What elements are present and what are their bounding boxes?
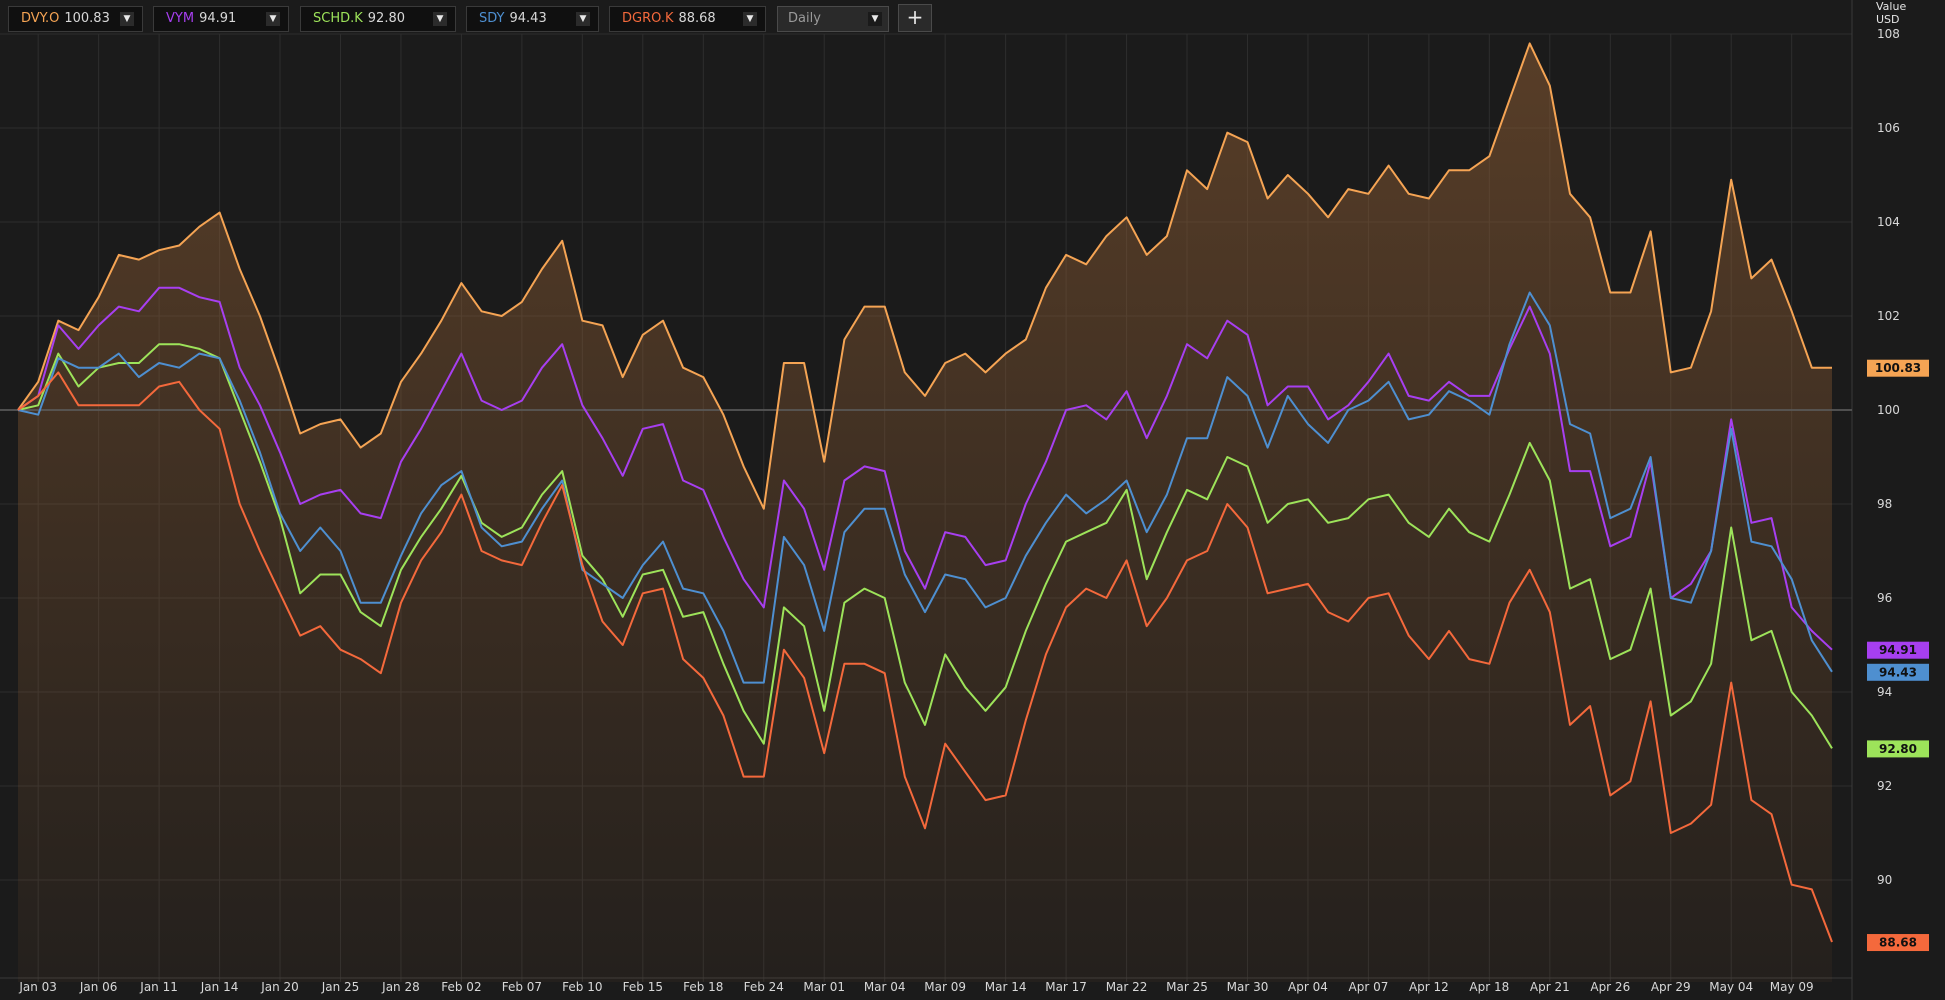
x-tick-label: Feb 10 — [562, 980, 602, 994]
last-value-label: 94.91 — [1879, 643, 1917, 657]
symbol-ticker: SCHD.K — [313, 11, 363, 26]
y-tick-label: 106 — [1877, 121, 1900, 135]
add-symbol-button[interactable]: + — [898, 4, 932, 32]
x-tick-label: Jan 14 — [200, 980, 239, 994]
x-tick-label: Apr 21 — [1530, 980, 1570, 994]
y-tick-label: 94 — [1877, 685, 1892, 699]
symbol-ticker: SDY — [479, 11, 505, 26]
dropdown-arrow-icon[interactable]: ▼ — [868, 12, 882, 26]
dropdown-arrow-icon[interactable]: ▼ — [120, 12, 134, 26]
series-line-vym — [17, 286, 1833, 651]
x-tick-label: Jan 11 — [139, 980, 178, 994]
series-line-dvyo — [17, 42, 1832, 510]
x-tick-label: Jan 06 — [79, 980, 118, 994]
y-axis: 90 92 94 96 98 100 102 104 106 108 — [1877, 27, 1900, 887]
frequency-select[interactable]: Daily ▼ — [777, 6, 889, 32]
x-tick-label: Apr 29 — [1651, 980, 1691, 994]
x-tick-label: Feb 24 — [744, 980, 784, 994]
symbol-ticker: VYM — [166, 11, 195, 26]
symbol-selector-vym[interactable]: VYM 94.91 ▼ — [153, 6, 289, 32]
x-tick-label: Jan 03 — [18, 980, 57, 994]
dropdown-arrow-icon[interactable]: ▼ — [576, 12, 590, 26]
series-lines — [17, 42, 1833, 943]
x-tick-label: Feb 07 — [502, 980, 542, 994]
x-tick-label: Jan 25 — [321, 980, 360, 994]
last-value-badge — [1867, 663, 1929, 681]
symbol-price: 100.83 — [64, 11, 110, 26]
symbol-ticker: DGRO.K — [622, 11, 674, 26]
last-value-label: 100.83 — [1875, 361, 1921, 375]
x-tick-label: Mar 14 — [985, 980, 1027, 994]
series-line-dgrok — [17, 371, 1833, 943]
last-value-label: 94.43 — [1879, 665, 1917, 679]
y-tick-label: 104 — [1877, 215, 1900, 229]
x-tick-label: Jan 28 — [381, 980, 420, 994]
dropdown-arrow-icon[interactable]: ▼ — [433, 12, 447, 26]
symbol-price: 94.43 — [509, 11, 547, 26]
last-value-badge — [1867, 934, 1929, 952]
x-tick-label: Apr 04 — [1288, 980, 1328, 994]
x-tick-label: Apr 12 — [1409, 980, 1449, 994]
y-tick-label: 96 — [1877, 591, 1892, 605]
dropdown-arrow-icon[interactable]: ▼ — [743, 12, 757, 26]
series-line-sdy — [17, 291, 1833, 684]
last-value-badge — [1867, 641, 1929, 659]
y-tick-label: 98 — [1877, 497, 1892, 511]
x-tick-label: May 04 — [1709, 980, 1753, 994]
symbol-price: 88.68 — [678, 11, 716, 26]
area-fill — [18, 43, 1832, 982]
last-value-badge — [1867, 359, 1929, 377]
y-tick-label: 108 — [1877, 27, 1900, 41]
x-tick-label: Mar 01 — [803, 980, 845, 994]
x-tick-label: May 09 — [1770, 980, 1814, 994]
symbol-selector-dvy[interactable]: DVY.O 100.83 ▼ — [8, 6, 143, 32]
symbol-selector-sdy[interactable]: SDY 94.43 ▼ — [466, 6, 599, 32]
x-axis: Jan 03 Jan 06 Jan 11 Jan 14 Jan 20 Jan 25 Jan … — [18, 980, 1813, 994]
y-axis-title-line2: USD — [1876, 13, 1900, 26]
x-tick-label: Feb 15 — [623, 980, 663, 994]
y-axis-title: Value USD — [1876, 0, 1906, 26]
y-tick-label: 90 — [1877, 873, 1892, 887]
x-tick-label: Mar 09 — [924, 980, 966, 994]
y-tick-label: 100 — [1877, 403, 1900, 417]
x-tick-label: Mar 30 — [1227, 980, 1269, 994]
symbol-price: 94.91 — [199, 11, 237, 26]
symbol-price: 92.80 — [367, 11, 405, 26]
last-value-badge — [1867, 740, 1929, 758]
dropdown-arrow-icon[interactable]: ▼ — [266, 12, 280, 26]
symbol-selector-schd[interactable]: SCHD.K 92.80 ▼ — [300, 6, 456, 32]
area-fill-dvy — [18, 43, 1832, 982]
last-value-badges: 100.83 94.91 92.80 94.43 88.68 — [1867, 359, 1929, 952]
frequency-value: Daily — [788, 11, 821, 26]
x-tick-label: Feb 02 — [441, 980, 481, 994]
x-tick-label: Mar 22 — [1106, 980, 1148, 994]
toolbar: DVY.O 100.83 ▼ VYM 94.91 ▼ SCHD.K 92.80 ▼ S… — [0, 0, 1870, 38]
x-tick-label: Apr 18 — [1469, 980, 1509, 994]
series-line-schdk — [17, 343, 1833, 749]
x-tick-label: Apr 26 — [1590, 980, 1630, 994]
x-tick-label: Jan 20 — [260, 980, 299, 994]
y-axis-title-line1: Value — [1876, 0, 1907, 13]
last-value-label: 88.68 — [1879, 936, 1917, 950]
y-tick-label: 102 — [1877, 309, 1900, 323]
symbol-selector-dgro[interactable]: DGRO.K 88.68 ▼ — [609, 6, 766, 32]
x-tick-label: Mar 17 — [1045, 980, 1087, 994]
x-tick-label: Mar 04 — [864, 980, 906, 994]
x-tick-label: Mar 25 — [1166, 980, 1208, 994]
x-tick-label: Apr 07 — [1349, 980, 1389, 994]
last-value-label: 92.80 — [1879, 742, 1917, 756]
symbol-ticker: DVY.O — [21, 11, 60, 26]
y-tick-label: 92 — [1877, 779, 1892, 793]
x-tick-label: Feb 18 — [683, 980, 723, 994]
